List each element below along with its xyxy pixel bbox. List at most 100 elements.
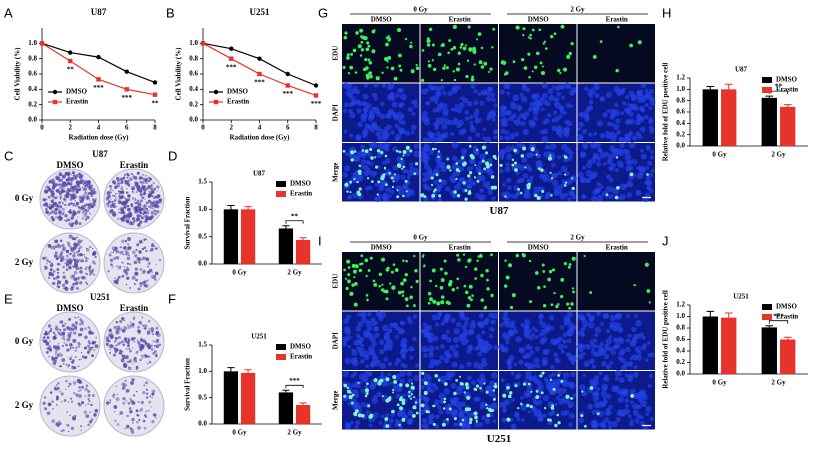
- colony: [78, 172, 82, 176]
- colony: [116, 423, 120, 426]
- nucleus: [423, 353, 428, 358]
- nucleus: [434, 399, 440, 405]
- colony: [70, 275, 74, 279]
- nucleus: [588, 321, 595, 329]
- nucleus: [389, 381, 394, 385]
- edu-cell: [391, 185, 395, 189]
- colony: [84, 356, 87, 360]
- colony: [56, 268, 60, 272]
- colony: [50, 273, 52, 276]
- colony: [59, 195, 63, 199]
- colony: [74, 415, 77, 417]
- edu-cell: [377, 381, 382, 386]
- colony: [62, 429, 65, 432]
- colony: [107, 194, 111, 199]
- nucleus: [359, 351, 364, 356]
- colony: [76, 252, 81, 257]
- nucleus: [435, 85, 441, 91]
- nucleus: [407, 420, 412, 425]
- nucleus: [478, 313, 484, 319]
- colony: [139, 348, 143, 352]
- nucleus: [539, 417, 543, 422]
- colony: [84, 211, 88, 215]
- nucleus: [479, 174, 486, 182]
- colony: [122, 397, 126, 401]
- colony: [141, 184, 143, 186]
- colony: [63, 328, 67, 332]
- nucleus: [352, 398, 357, 403]
- colony: [76, 277, 80, 281]
- colony: [127, 194, 131, 198]
- nucleus: [395, 393, 401, 399]
- colony: [64, 203, 67, 207]
- colony: [149, 249, 152, 252]
- nucleus: [572, 393, 577, 398]
- nucleus: [466, 100, 473, 107]
- row-label: EDU: [332, 274, 340, 289]
- edu-cell: [541, 189, 545, 194]
- nucleus: [532, 396, 537, 401]
- colony: [122, 211, 126, 215]
- edu-cell: [550, 194, 553, 197]
- error-bar: [244, 206, 252, 210]
- nucleus: [562, 332, 568, 338]
- nucleus: [625, 403, 629, 408]
- colony: [55, 351, 58, 354]
- nucleus: [462, 329, 469, 336]
- edu-cell: [384, 57, 389, 62]
- nucleus: [500, 128, 506, 135]
- colony: [149, 395, 152, 398]
- colony: [135, 409, 139, 413]
- nucleus: [460, 401, 466, 407]
- colony: [61, 283, 66, 287]
- nucleus: [531, 326, 536, 331]
- colony: [148, 328, 150, 330]
- colony: [89, 411, 91, 414]
- nucleus: [458, 102, 465, 109]
- colony-dish: [39, 168, 101, 230]
- nucleus: [499, 118, 506, 124]
- edu-cell: [398, 406, 404, 411]
- edu-cell: [481, 159, 485, 163]
- nucleus: [606, 159, 613, 166]
- nucleus: [456, 422, 461, 427]
- colony: [147, 261, 151, 265]
- colony: [45, 210, 49, 214]
- nucleus: [449, 345, 456, 352]
- edu-cell: [543, 40, 546, 43]
- colony: [115, 385, 118, 388]
- colony: [125, 247, 130, 251]
- edu-cell: [435, 284, 438, 288]
- nucleus: [609, 178, 614, 183]
- nucleus: [542, 99, 549, 105]
- colony: [131, 275, 136, 280]
- colony: [50, 246, 54, 250]
- bar: [223, 209, 239, 264]
- colony: [56, 204, 60, 207]
- nucleus: [566, 338, 572, 344]
- nucleus: [364, 83, 368, 88]
- edu-cell: [527, 182, 531, 187]
- colony: [65, 263, 70, 267]
- nucleus: [578, 417, 585, 424]
- nucleus: [614, 369, 622, 377]
- nucleus: [620, 111, 625, 116]
- colony-dish: [39, 232, 101, 294]
- edu-cell: [470, 77, 475, 82]
- edu-cell: [467, 296, 472, 300]
- bar: [721, 317, 737, 374]
- panel-label: C: [4, 148, 13, 163]
- column-label: Erastin: [449, 16, 471, 24]
- nucleus: [399, 378, 406, 384]
- nucleus: [510, 320, 516, 326]
- nucleus: [377, 135, 383, 141]
- nucleus: [412, 336, 417, 342]
- colony: [84, 267, 88, 271]
- colony: [52, 331, 56, 335]
- edu-cell: [512, 60, 516, 64]
- edu-cell: [372, 279, 376, 283]
- legend-label: Erastin: [66, 98, 88, 106]
- colony: [79, 343, 81, 345]
- micrograph: [498, 82, 577, 143]
- edu-cell: [614, 195, 619, 200]
